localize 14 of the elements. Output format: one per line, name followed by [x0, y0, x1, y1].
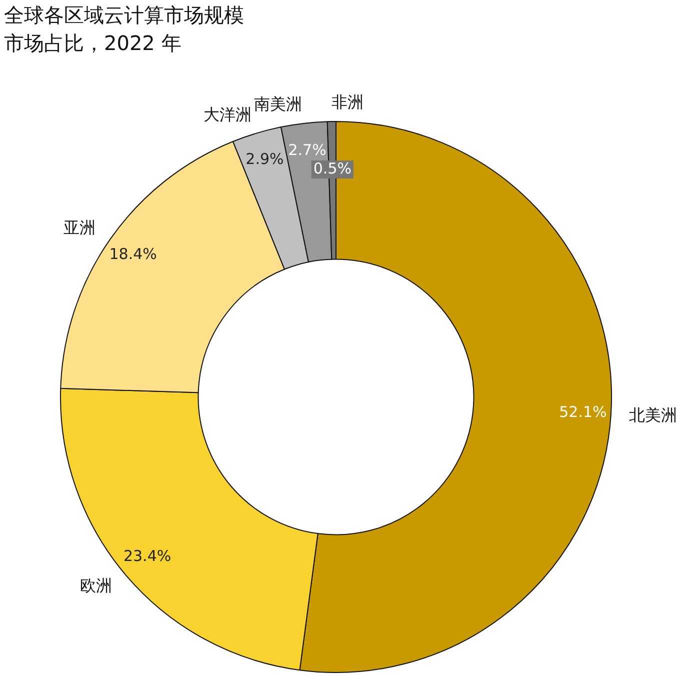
data-label: 2.9% [246, 150, 284, 168]
chart-subtitle: 市场占比，2022 年 [4, 30, 182, 57]
data-label: 18.4% [109, 245, 157, 264]
slice-label: 亚洲 [63, 218, 96, 238]
data-label: 23.4% [123, 547, 172, 566]
slice-label: 非洲 [331, 92, 364, 112]
data-label: 52.1% [559, 403, 607, 422]
chart-title: 全球各区域云计算市场规模 [4, 2, 244, 29]
slice-label: 欧洲 [80, 576, 112, 596]
data-label: 2.7% [288, 141, 326, 160]
slice-label: 北美洲 [628, 406, 676, 425]
slice-label: 大洋洲 [203, 105, 252, 124]
slice-label: 南美洲 [254, 94, 302, 114]
data-label: 0.5% [313, 159, 352, 178]
